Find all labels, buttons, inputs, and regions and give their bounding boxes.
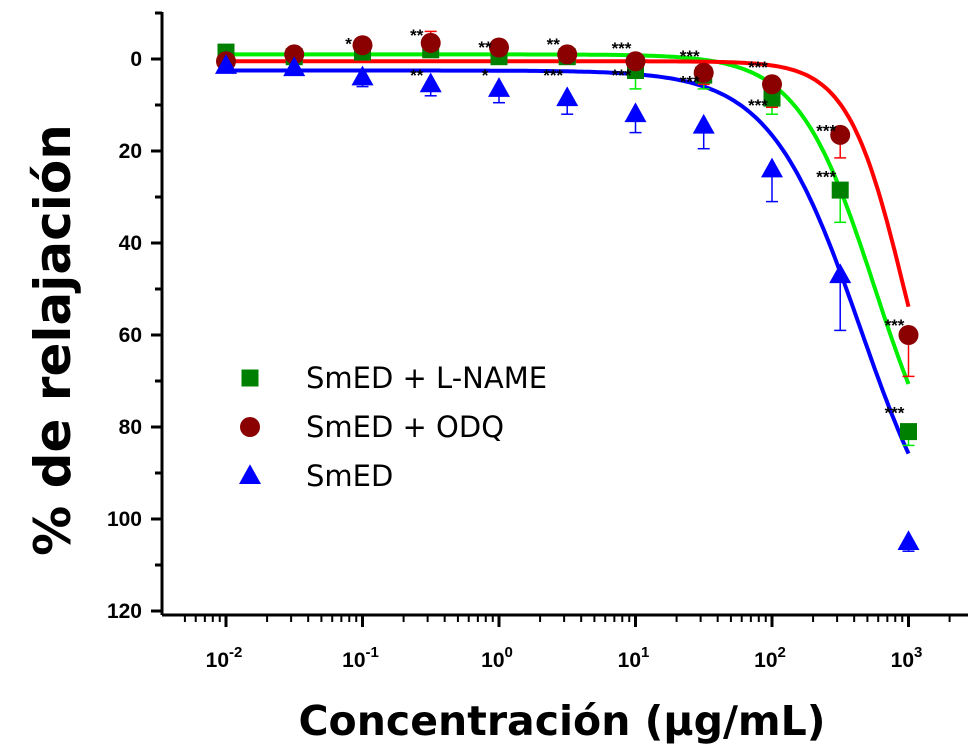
legend-label: SmED + L-NAME (306, 361, 547, 395)
significance-annotations: * **** ** *** ******** * *** *** ***************… (345, 26, 905, 422)
data-point-circle (352, 35, 373, 56)
data-point-triangle (556, 86, 579, 107)
significance-label: ** (410, 26, 424, 45)
data-point-circle (557, 44, 578, 65)
data-point-triangle (829, 263, 852, 284)
data-point-triangle (215, 54, 237, 74)
significance-label: * (345, 34, 352, 53)
data-point-circle (693, 62, 714, 83)
significance-label: *** (680, 47, 700, 66)
x-tick-label: 103 (891, 644, 923, 672)
data-point-square (241, 369, 259, 387)
data-point-circle (898, 325, 919, 345)
data-point-triangle (351, 65, 374, 86)
y-tick-label: 0 (130, 48, 142, 71)
y-tick-label: 40 (119, 232, 142, 255)
significance-label: *** (885, 316, 905, 335)
data-point-triangle (239, 464, 261, 484)
x-tick-label: 100 (481, 644, 513, 672)
x-tick-label: 10-1 (342, 644, 379, 672)
data-point-circle (762, 74, 782, 95)
significance-label: *** (748, 58, 768, 77)
significance-label: *** (543, 66, 563, 85)
significance-label: ** (547, 35, 561, 54)
significance-label: *** (885, 403, 905, 422)
axes: 0 20 40 60 80 100 120 10-2 10-1 100 101 102 103 (107, 11, 968, 672)
data-point-triangle (488, 77, 510, 97)
legend: SmED + L-NAME SmED + ODQ SmED (239, 361, 547, 493)
y-tick-label: 100 (107, 508, 142, 531)
x-tick-label: 102 (754, 644, 786, 672)
y-tick-label: 60 (119, 324, 142, 347)
data-point-triangle (692, 113, 715, 134)
significance-label: *** (612, 39, 632, 58)
data-point-triangle (624, 102, 647, 123)
significance-label: *** (816, 167, 836, 186)
fit-curve (226, 68, 911, 455)
data-point-circle (625, 51, 646, 72)
significance-label: ** (478, 38, 492, 57)
data-point-triangle (897, 530, 920, 550)
significance-label: *** (748, 96, 768, 115)
y-tick-label: 80 (119, 416, 142, 439)
data-point-square (763, 89, 781, 107)
significance-label: * (482, 66, 489, 85)
significance-label: *** (816, 121, 836, 140)
significance-label: ** (410, 66, 424, 85)
data-point-circle (830, 124, 851, 145)
legend-label: SmED (306, 459, 393, 493)
data-point-square (831, 181, 849, 199)
x-tick-label: 10-2 (206, 644, 243, 672)
y-tick-label: 20 (119, 140, 142, 163)
x-axis-title: Concentración (µg/mL) (298, 697, 825, 745)
y-axis-title: % de relajación (24, 124, 82, 556)
x-tick-label: 101 (618, 644, 650, 672)
data-point-triangle (761, 157, 783, 178)
data-point-circle (284, 44, 305, 65)
data-markers (215, 32, 920, 550)
data-point-circle (240, 417, 260, 437)
y-tick-label: 120 (107, 600, 142, 623)
data-point-square (900, 423, 917, 441)
significance-label: *** (680, 73, 700, 92)
significance-label: *** (612, 66, 632, 85)
data-point-triangle (283, 56, 306, 77)
data-point-circle (489, 37, 509, 58)
data-point-circle (420, 32, 441, 53)
data-point-triangle (419, 72, 442, 93)
legend-label: SmED + ODQ (306, 410, 504, 444)
